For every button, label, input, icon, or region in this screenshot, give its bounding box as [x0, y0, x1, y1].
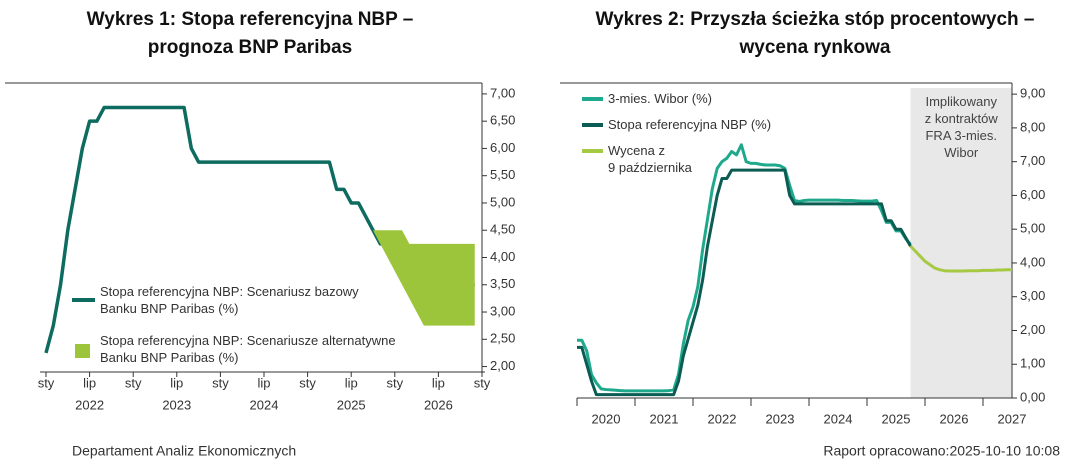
x-tick-label: 2026 — [940, 411, 969, 426]
forecast-shade — [910, 88, 1012, 398]
chart-1: 2,00 2,50 3,00 3,50 4,00 4,50 5,00 5,50 6,00 6,50… — [5, 82, 515, 412]
legend-label: Wycena z 9 października — [608, 143, 692, 175]
y-tick-label: 2,00 — [1020, 322, 1045, 337]
y-tick-label: 2,50 — [490, 331, 515, 346]
y-tick-label: 1,00 — [1020, 356, 1045, 371]
series-line — [577, 143, 912, 393]
x-tick-label: sty — [125, 375, 142, 390]
y-tick-label: 3,00 — [490, 303, 515, 318]
y-tick-label: 7,00 — [1020, 153, 1045, 168]
x-tick-label: lip — [83, 375, 96, 390]
y-tick-label: 6,00 — [1020, 187, 1045, 202]
x-year-label: 2023 — [162, 397, 191, 412]
y-tick-label: 3,00 — [1020, 288, 1045, 303]
legend-item: 3-mies. Wibor (%) — [608, 91, 713, 106]
series-line — [577, 168, 912, 397]
legend-label: Stopa referencyjna NBP: Scenariusze alte… — [100, 333, 396, 365]
x-tick-label: 2022 — [708, 411, 737, 426]
legend-item: Stopa referencyjna NBP: Scenariusze alte… — [100, 333, 396, 365]
chart-title-text: Wykres 1: Stopa referencyjna NBP – progn… — [86, 9, 414, 58]
chart-title-text: Wykres 2: Przyszła ścieżka stóp procento… — [595, 9, 1035, 58]
x-tick-label: sty — [299, 375, 316, 390]
legend-label: Stopa referencyjna NBP: Scenariusz bazow… — [100, 284, 359, 316]
x-tick-label: 2020 — [592, 411, 621, 426]
annotation-text: Implikowany z kontraktów FRA 3-mies. Wib… — [924, 94, 998, 160]
series-line — [909, 245, 1012, 273]
y-tick-label: 2,00 — [490, 358, 515, 373]
footer-left: Departament Analiz Ekonomicznych — [72, 443, 296, 459]
x-tick-label: lip — [257, 375, 270, 390]
x-tick-label: 2023 — [766, 411, 795, 426]
x-year-label: 2022 — [75, 397, 104, 412]
y-tick-label: 0,00 — [1020, 389, 1045, 404]
x-tick-label: sty — [474, 375, 491, 390]
y-tick-label: 5,00 — [490, 194, 515, 209]
x-year-label: 2026 — [424, 397, 453, 412]
y-tick-label: 5,00 — [1020, 221, 1045, 236]
x-tick-label: lip — [345, 375, 358, 390]
y-tick-label: 4,00 — [1020, 254, 1045, 269]
y-tick-label: 3,50 — [490, 276, 515, 291]
y-tick-label: 7,00 — [490, 85, 515, 100]
legend-item: Stopa referencyjna NBP: Scenariusz bazow… — [100, 284, 359, 316]
y-tick-label: 6,00 — [490, 140, 515, 155]
x-tick-label: 2027 — [998, 411, 1027, 426]
y-tick-label: 6,50 — [490, 113, 515, 128]
scenario-band — [373, 230, 475, 326]
x-tick-label: sty — [212, 375, 229, 390]
legend-label: 3-mies. Wibor (%) — [608, 91, 713, 106]
x-tick-label: 2021 — [650, 411, 679, 426]
x-tick-label: 2024 — [824, 411, 853, 426]
footer-right: Raport opracowano:2025-10-10 10:08 — [823, 443, 1060, 459]
chart-title: Wykres 2: Przyszła ścieżka stóp procento… — [595, 9, 1035, 58]
x-year-label: 2024 — [250, 397, 279, 412]
chart-title: Wykres 1: Stopa referencyjna NBP – progn… — [86, 9, 414, 58]
x-tick-label: sty — [386, 375, 403, 390]
legend-item: Wycena z 9 października — [608, 143, 692, 175]
chart-2: Implikowany z kontraktów FRA 3-mies. Wib… — [560, 82, 1045, 426]
legend-swatch — [75, 344, 90, 358]
x-tick-label: lip — [432, 375, 445, 390]
y-tick-label: 4,50 — [490, 222, 515, 237]
x-tick-label: 2025 — [882, 411, 911, 426]
x-tick-label: lip — [170, 375, 183, 390]
y-tick-label: 4,00 — [490, 249, 515, 264]
x-year-label: 2025 — [337, 397, 366, 412]
annotation: Implikowany z kontraktów FRA 3-mies. Wib… — [924, 94, 998, 160]
x-tick-label: sty — [38, 375, 55, 390]
legend-item: Stopa referencyjna NBP (%) — [608, 117, 772, 132]
legend-label: Stopa referencyjna NBP (%) — [608, 117, 772, 132]
y-tick-label: 9,00 — [1020, 86, 1045, 101]
y-tick-label: 5,50 — [490, 167, 515, 182]
y-tick-label: 8,00 — [1020, 119, 1045, 134]
